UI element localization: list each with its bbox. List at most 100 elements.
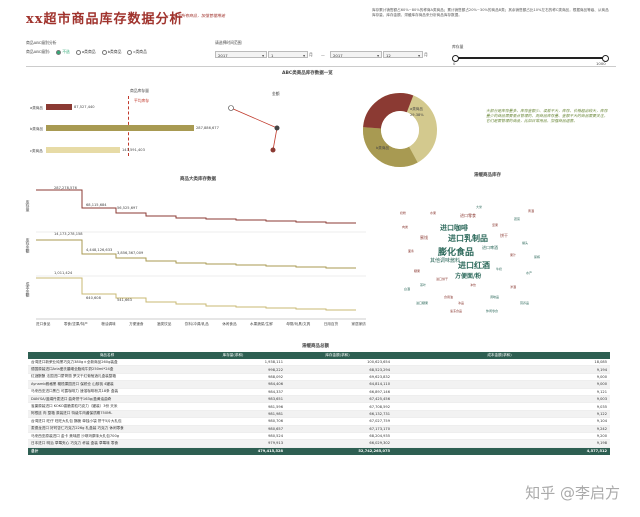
wordcloud-word: 坚果	[492, 223, 499, 227]
x-tick: 家居家纺	[351, 322, 366, 326]
table-cell: 66,029,302	[369, 441, 390, 446]
x-tick: 粮油调味	[101, 322, 116, 326]
radio-b[interactable]: b类商品	[101, 49, 121, 55]
wordcloud-word: 进口红酒	[458, 261, 490, 270]
table-row[interactable]: Aynamb雅格黑 橄榄果园进口 保税仓 山核桃 4罐装 984,406 64,81…	[28, 381, 610, 389]
slider-max-handle[interactable]	[602, 54, 609, 62]
wordcloud-word: 进口饼干	[436, 277, 449, 281]
table-cell: 984,406	[268, 382, 283, 387]
total-amount: 52,742,265,075	[358, 449, 390, 454]
table-cell: 981,596	[268, 404, 283, 409]
wordcloud-word: 黄酒	[528, 209, 535, 213]
table-cell: 980,657	[268, 426, 283, 431]
slope-point-a	[228, 105, 234, 111]
th-qty[interactable]: 库存量(求和)	[222, 353, 244, 357]
abc-section-title: ABC类商品库存数据一览	[282, 71, 333, 76]
table-cell: 64,814,110	[369, 382, 390, 387]
wordcloud-word: 其他调味酱料	[430, 258, 461, 264]
abc-row-label: b类商品	[30, 127, 44, 131]
radio-a[interactable]: a类商品	[75, 49, 96, 55]
radio-none[interactable]: 不选	[56, 49, 70, 55]
month-end-value: 12	[386, 53, 391, 58]
table-row[interactable]: 德国原装进口Arla爱氏晨曦全脂纯牛奶250ml*24盒 998,222 68,52…	[28, 366, 610, 374]
trend-label: 4,448,126,633	[86, 248, 113, 252]
trend-label: 56,525,697	[117, 206, 138, 210]
th-name[interactable]: 商品名称	[99, 353, 115, 357]
amount-slope-chart	[228, 105, 280, 153]
table-cell: 阿根廷 肉 整箱 原装进口 特级牛肉酱保质期750ML	[31, 411, 113, 416]
month-unit: 月	[309, 52, 313, 57]
table-cell: 9,035	[596, 404, 607, 409]
table-row[interactable]: 马来西亚进口黑白 可露咖啡力 速溶咖啡粉共18条 盒装 984,337 66,897…	[28, 389, 610, 396]
table-cell: 9,000	[596, 374, 607, 379]
chevron-down-icon: ▾	[262, 53, 264, 58]
table-cell: DAN'SA/蓝绢丹麦进口 曲奇饼干163g/盒黄油曲奇	[31, 396, 112, 401]
trend-label: 541,663	[117, 298, 132, 302]
table-row[interactable]: 红酒酿酿 法国进口蒙哥丽 罗汉干红葡萄酒礼盒装整箱 988,092 69,623,8…	[28, 374, 610, 382]
table-cell: 9,104	[596, 419, 607, 424]
wordcloud-word: 进口啤酒	[482, 245, 498, 250]
year-end-select[interactable]: 2017 ▾	[330, 51, 382, 58]
table-cell: 台湾进口 旺仔 旺旺大礼包 酥脆 单独小袋 饼干5片大礼包	[31, 418, 122, 423]
trend-ylabel: 库存金额	[26, 238, 31, 254]
table-row[interactable]: 麦德龙进口 好时杏仁巧克力226g 礼盒装 巧克力 休闲零食 980,657 67,…	[28, 425, 610, 433]
stock-qty-line	[36, 189, 356, 224]
donut-label-b: b类商品	[376, 146, 390, 150]
slider-min-handle[interactable]	[452, 54, 459, 62]
abc-filter-label: 商品ABC级别分析	[26, 40, 57, 45]
year-start-select[interactable]: 2017 ▾	[215, 51, 267, 58]
table-cell: 980,524	[268, 434, 283, 439]
month-start-select[interactable]: 1 ▾	[268, 51, 308, 58]
table-row[interactable]: 马来西亚原装进口 金卡 美味甜 沙琪玛原味大礼包700g 980,524 68,20…	[28, 433, 610, 441]
abc-radio-group: 商品ABC级别: 不选 a类商品 b类商品 c类商品	[26, 49, 147, 55]
table-cell: 67,027,759	[369, 419, 390, 424]
table-row[interactable]: 雀巢原装进口 KOKO香脆麦粒巧克力（罐装）3份 天米 981,596 67,708…	[28, 403, 610, 411]
table-cell: 100,623,654	[367, 360, 390, 365]
table-cell: 68,204,935	[369, 434, 390, 439]
cost-amount-line	[36, 277, 356, 311]
wordcloud-word: 进口乳制品	[448, 234, 488, 243]
month-end-select[interactable]: 12 ▾	[383, 51, 423, 58]
table-cell: 9,198	[596, 441, 607, 446]
table-row[interactable]: 日本进口 明治 草莓夹心 巧克力 杯装 盒装 草莓味 零食 979,913 66,0…	[28, 440, 610, 448]
trend-x-labels: 进口食品 零食/坚果/特产 粮油调味 方便速食 酒类饮品 饮料/冲调/乳品 休闲…	[36, 322, 366, 327]
wordcloud-word: 休闲零食	[486, 309, 499, 313]
x-tick: 酒类饮品	[156, 322, 172, 326]
table-cell: 9,121	[596, 389, 607, 394]
wordcloud-word: 尿裤	[534, 255, 541, 259]
divider	[26, 66, 616, 67]
th-amount[interactable]: 库存金额(求和)	[325, 353, 350, 357]
wordcloud-title: 滞缓商品库存	[474, 173, 501, 178]
radio-dot-icon	[75, 49, 81, 55]
table-cell: 67,425,456	[369, 397, 390, 402]
table-cell: 67,708,592	[369, 404, 390, 409]
wordcloud-word: 方便面/粉	[455, 273, 482, 280]
slope-line	[272, 127, 278, 151]
table-cell: 日本进口 明治 草莓夹心 巧克力 杯装 盒装 草莓味 零食	[31, 440, 119, 445]
radio-label: c类商品	[133, 49, 147, 54]
table-cell: 983,651	[268, 397, 283, 402]
table-cell: 998,222	[268, 367, 283, 372]
wordcloud-word: 糖果	[414, 269, 421, 273]
table-row[interactable]: 阿根廷 肉 整箱 原装进口 特级牛肉酱保质期750ML 981,981 66,132…	[28, 410, 610, 419]
slope-line	[230, 107, 278, 129]
table-row[interactable]: 台湾进口新荣业纯黑巧克力380g＊全新商品260g装盒 1,938,111 100,…	[28, 359, 610, 367]
table-cell: 68,523,294	[369, 367, 390, 372]
x-tick: 饮料/冲调/乳品	[184, 322, 209, 326]
wordcloud-word: 果汁	[510, 253, 517, 257]
stock-slider[interactable]	[452, 54, 609, 62]
wordcloud-word: 进口零食	[460, 213, 476, 218]
table-cell: 66,897,146	[369, 389, 390, 394]
trend-step-chart	[36, 189, 366, 320]
th-cost[interactable]: 成本金额(求和)	[487, 353, 512, 357]
abc-bar-a	[46, 104, 72, 110]
table-cell: 9,242	[596, 426, 607, 431]
chevron-down-icon: ▾	[418, 53, 420, 58]
donut-pct-a: 29.38%	[410, 113, 424, 117]
trend-ylabel: 库存量	[26, 200, 31, 212]
table-row[interactable]: 台湾进口 旺仔 旺旺大礼包 酥脆 单独小袋 饼干5片大礼包 980,706 67,0…	[28, 418, 610, 426]
table-row[interactable]: DAN'SA/蓝绢丹麦进口 曲奇饼干163g/盒黄油曲奇 983,651 67,42…	[28, 395, 610, 404]
radio-c[interactable]: c类商品	[127, 49, 147, 55]
wordcloud-word: 白酒	[404, 287, 411, 291]
donut-hole	[381, 111, 419, 149]
